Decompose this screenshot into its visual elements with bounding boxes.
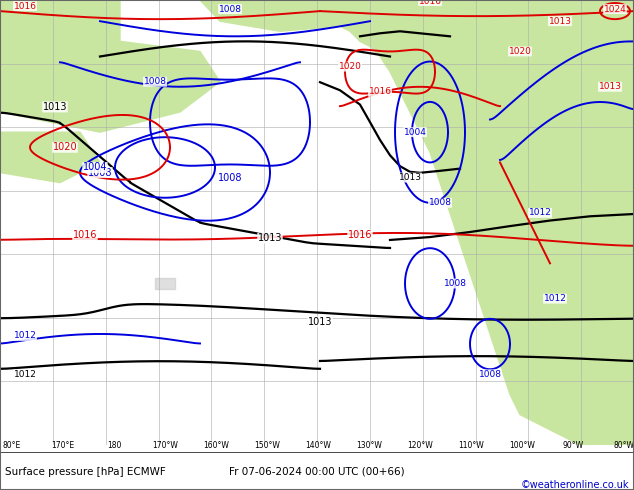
- Text: 1012: 1012: [543, 294, 566, 303]
- Text: 1013: 1013: [258, 233, 282, 243]
- Text: 1008: 1008: [429, 198, 451, 207]
- Text: 1016: 1016: [73, 230, 97, 240]
- Text: 1013: 1013: [548, 17, 571, 25]
- Text: 1004: 1004: [83, 163, 107, 172]
- Text: 170°W: 170°W: [152, 441, 178, 450]
- Text: 140°W: 140°W: [305, 441, 331, 450]
- Text: ©weatheronline.co.uk: ©weatheronline.co.uk: [521, 480, 629, 490]
- Text: 1004: 1004: [404, 128, 427, 137]
- Text: 1012: 1012: [529, 208, 552, 218]
- Text: 1008: 1008: [444, 279, 467, 288]
- Text: 1024: 1024: [604, 4, 626, 14]
- Text: Fr 07-06-2024 00:00 UTC (00+66): Fr 07-06-2024 00:00 UTC (00+66): [229, 467, 405, 477]
- Polygon shape: [200, 0, 634, 31]
- Text: 120°W: 120°W: [407, 441, 433, 450]
- Text: 1008: 1008: [217, 172, 242, 183]
- Text: 1008: 1008: [87, 168, 112, 177]
- Text: Surface pressure [hPa] ECMWF: Surface pressure [hPa] ECMWF: [5, 467, 165, 477]
- Text: 1013: 1013: [399, 173, 422, 182]
- Text: 1016: 1016: [13, 1, 37, 11]
- Polygon shape: [200, 0, 634, 445]
- Text: 1008: 1008: [143, 77, 167, 86]
- Text: 180: 180: [107, 441, 121, 450]
- Text: 1013: 1013: [42, 102, 67, 112]
- Text: 1008: 1008: [479, 370, 501, 379]
- Text: 1020: 1020: [339, 62, 361, 71]
- Polygon shape: [0, 0, 220, 132]
- Text: 80°W: 80°W: [614, 441, 634, 450]
- Text: 1013: 1013: [598, 82, 621, 91]
- Text: 150°W: 150°W: [254, 441, 280, 450]
- Text: 80°E: 80°E: [3, 441, 21, 450]
- Text: 160°W: 160°W: [203, 441, 229, 450]
- Text: 1020: 1020: [508, 47, 531, 56]
- Text: 100°W: 100°W: [509, 441, 535, 450]
- Text: 1016: 1016: [348, 230, 372, 240]
- Text: 1012: 1012: [13, 370, 36, 379]
- Text: 1013: 1013: [307, 317, 332, 327]
- Text: 1016: 1016: [418, 0, 441, 5]
- Text: 170°E: 170°E: [51, 441, 75, 450]
- Text: 1020: 1020: [53, 142, 77, 152]
- Text: 1012: 1012: [13, 331, 36, 341]
- Text: 1016: 1016: [368, 87, 392, 97]
- Text: 1008: 1008: [219, 4, 242, 14]
- Text: 130°W: 130°W: [356, 441, 382, 450]
- Text: 90°W: 90°W: [562, 441, 583, 450]
- Polygon shape: [0, 132, 100, 183]
- Text: 110°W: 110°W: [458, 441, 484, 450]
